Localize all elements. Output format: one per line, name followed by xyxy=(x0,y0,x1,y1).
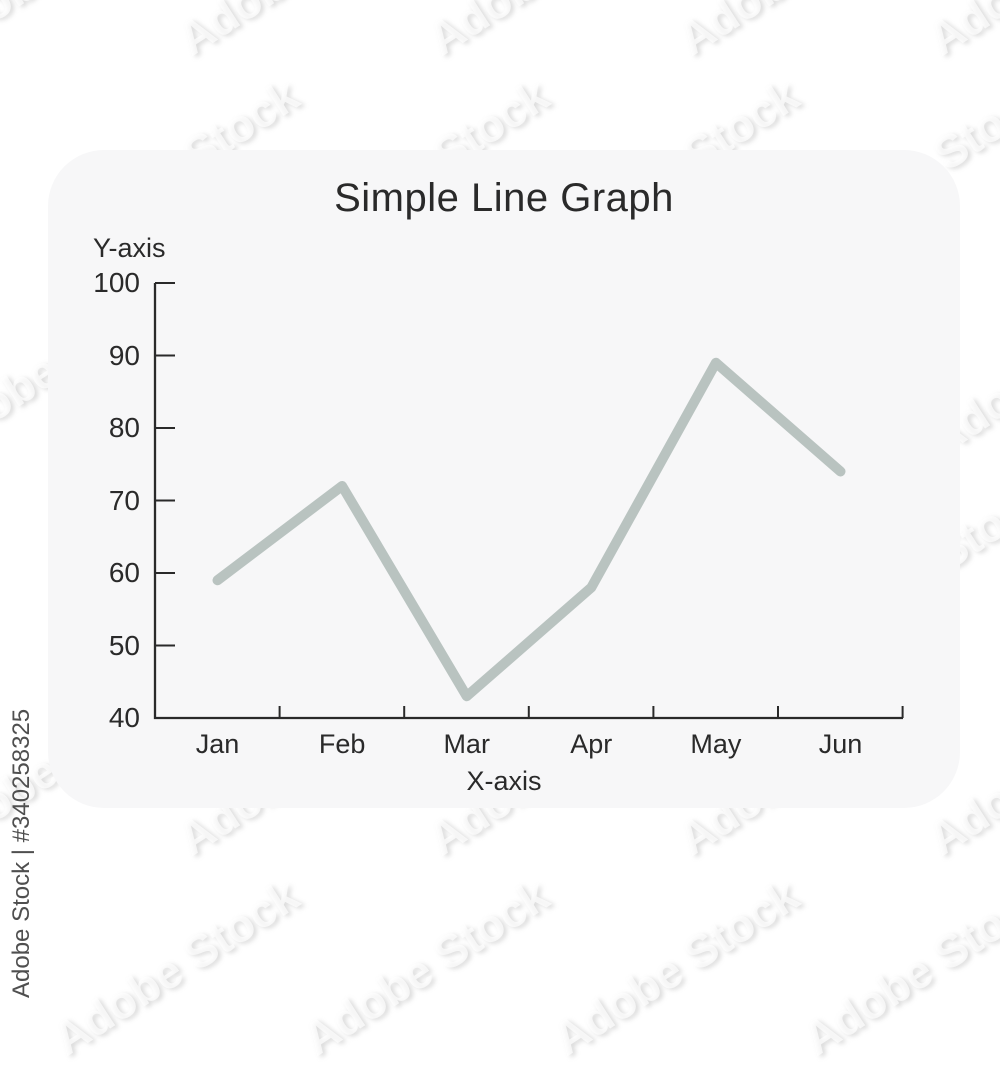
stock-id-watermark: Adobe Stock | #340258325 xyxy=(8,708,35,998)
y-tick-label: 90 xyxy=(108,339,140,371)
x-tick-label: Apr xyxy=(570,729,613,759)
x-axis-label: X-axis xyxy=(466,766,542,796)
x-tick-label: Jan xyxy=(195,729,240,759)
chart-title: Simple Line Graph xyxy=(334,176,674,220)
y-axis-label: Y-axis xyxy=(93,233,166,263)
y-tick-label: 70 xyxy=(108,484,140,516)
line-chart xyxy=(153,282,904,720)
y-tick-label: 100 xyxy=(93,267,140,298)
x-tick-label: Feb xyxy=(318,729,366,759)
x-tick-label: Mar xyxy=(443,729,490,759)
y-tick-label: 50 xyxy=(108,629,140,661)
x-tick-label: Jun xyxy=(818,729,863,759)
x-tick-label: May xyxy=(690,729,742,759)
chart-panel xyxy=(48,150,960,808)
y-tick-label: 80 xyxy=(108,412,140,443)
y-tick-label: 60 xyxy=(108,557,140,588)
data-line-series xyxy=(212,357,846,702)
axis-lines xyxy=(153,283,903,720)
y-tick-label: 40 xyxy=(108,702,140,733)
